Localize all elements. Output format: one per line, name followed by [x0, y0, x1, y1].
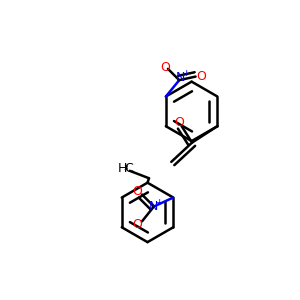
Text: O: O — [160, 61, 170, 74]
Text: +: + — [182, 69, 190, 78]
Text: N: N — [176, 71, 185, 84]
Text: O: O — [174, 116, 184, 129]
Text: H: H — [118, 162, 127, 175]
Text: O: O — [132, 218, 142, 231]
Text: N: N — [148, 200, 158, 213]
Text: $_3$: $_3$ — [123, 164, 129, 173]
Text: C: C — [125, 162, 134, 175]
Text: O: O — [196, 70, 206, 83]
Text: O: O — [132, 185, 142, 198]
Text: +: + — [155, 197, 162, 206]
